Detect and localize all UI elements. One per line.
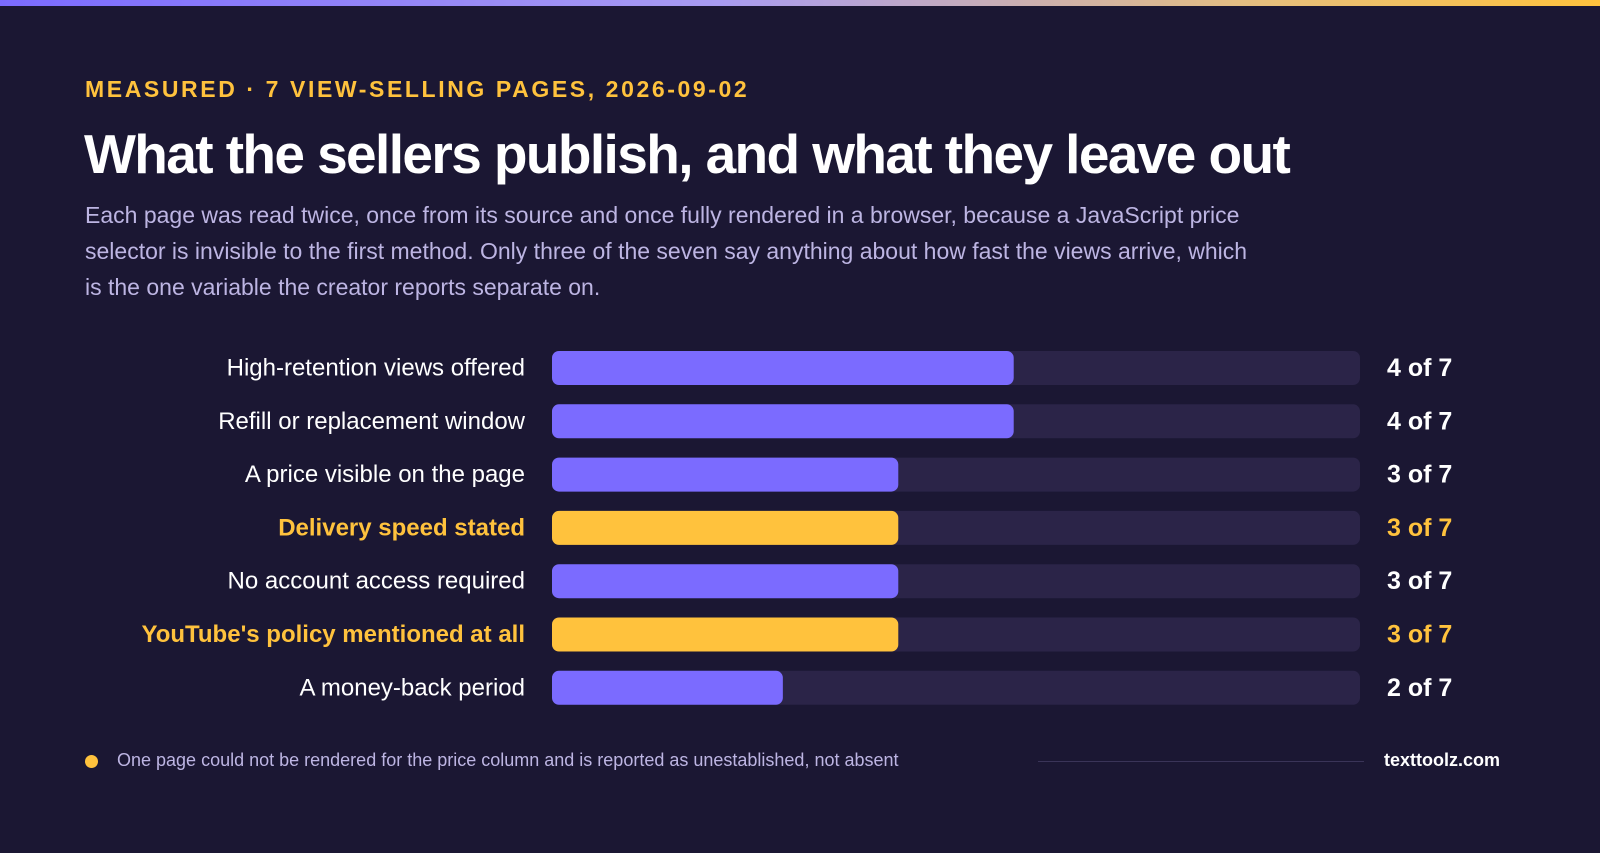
brand-label: texttoolz.com [1384,750,1501,770]
value-label: 2 of 7 [1387,674,1452,702]
bar [552,617,899,652]
top-accent-rule [0,0,1600,6]
category-label: A price visible on the page [245,461,525,488]
bar [552,351,1014,385]
value-label: 3 of 7 [1387,461,1452,489]
category-label: YouTube's policy mentioned at all [141,621,525,648]
value-label: 3 of 7 [1387,514,1452,542]
bar [552,404,1014,439]
bar [552,670,783,705]
footer-dot-icon [85,755,98,768]
page-title: What the sellers publish, and what they … [84,123,1291,185]
footer-divider [1038,761,1364,762]
bar [552,510,899,545]
kicker: MEASURED · 7 VIEW-SELLING PAGES, 2026-09… [85,76,750,102]
category-label: A money-back period [300,674,525,701]
bar [552,564,899,599]
page-subtitle: Each page was read twice, once from its … [85,202,1248,300]
category-label: Delivery speed stated [278,514,525,541]
value-label: 3 of 7 [1387,621,1452,649]
value-label: 4 of 7 [1387,407,1452,435]
category-label: No account access required [228,568,526,595]
value-label: 4 of 7 [1387,354,1452,382]
category-label: High-retention views offered [227,355,525,382]
footer-note: One page could not be rendered for the p… [117,750,899,770]
bar [552,457,899,492]
value-label: 3 of 7 [1387,567,1452,595]
category-label: Refill or replacement window [218,408,525,435]
